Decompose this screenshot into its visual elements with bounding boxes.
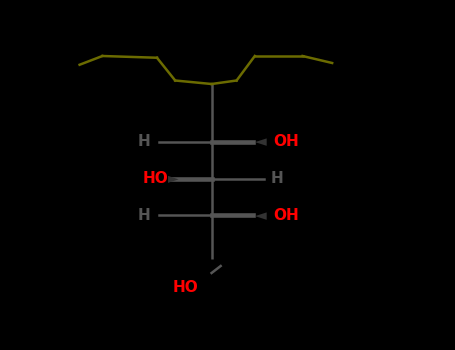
Text: OH: OH [273,134,299,149]
Text: ►: ► [168,172,179,186]
Text: H: H [137,134,150,149]
Text: HO: HO [142,171,168,186]
Text: ◄: ◄ [255,208,267,223]
Text: H: H [137,208,150,223]
Text: H: H [271,171,283,186]
Text: OH: OH [273,208,299,223]
Text: ◄: ◄ [255,134,267,149]
Text: HO: HO [172,280,198,294]
